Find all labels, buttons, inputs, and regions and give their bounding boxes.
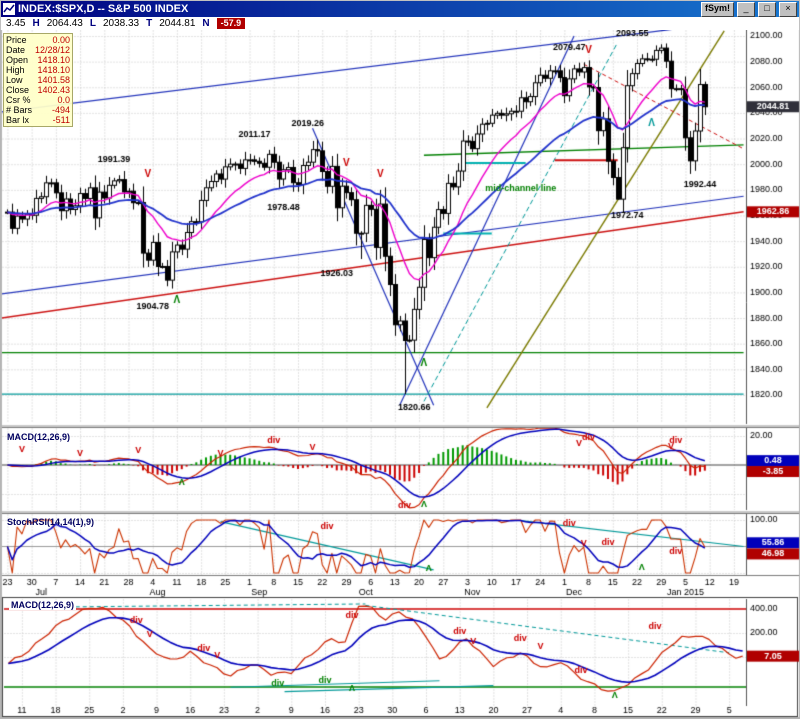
cursor-row: Bar lx -511 [6, 115, 70, 125]
stochrsi-panel-label: StochRSI(14,14(1),9) [7, 517, 95, 527]
trade-value: 2044.81 [159, 18, 196, 29]
cursor-row: Close 1402.43 [6, 85, 70, 95]
cursor-row: Open 1418.10 [6, 55, 70, 65]
app-icon [3, 3, 15, 15]
cursor-data-panel: Price 0.00 Date 12/28/12 Open 1418.10 High 1… [3, 33, 73, 127]
bottom-macd-panel-label: MACD(12,26,9) [9, 600, 77, 610]
high-value: 2064.43 [46, 18, 83, 29]
title-bar[interactable]: INDEX:$SPX,D -- S&P 500 INDEX fSym! _ □ … [1, 1, 799, 17]
trade-label: T [146, 18, 153, 29]
high-label: H [32, 18, 40, 29]
cursor-row: Csr % 0.0 [6, 95, 70, 105]
price-chart-canvas[interactable] [0, 30, 800, 719]
cursor-row: Date 12/28/12 [6, 45, 70, 55]
low-value: 2038.33 [102, 18, 140, 29]
net-change-badge: -57.9 [216, 18, 246, 29]
net-label: N [202, 18, 210, 29]
maximize-button[interactable]: □ [758, 1, 776, 17]
cursor-row: # Bars -494 [6, 105, 70, 115]
cursor-row: Low 1401.58 [6, 75, 70, 85]
quote-value: 3.45 [6, 18, 26, 29]
quote-bar: 3.45 H 2064.43 L 2038.33 T 2044.81 N -57… [1, 17, 799, 30]
close-button[interactable]: × [779, 1, 797, 17]
fsym-button[interactable]: fSym! [700, 1, 734, 17]
cursor-row: High 1418.10 [6, 65, 70, 75]
window-title: INDEX:$SPX,D -- S&P 500 INDEX [18, 3, 189, 15]
macd-panel-label: MACD(12,26,9) [7, 432, 71, 442]
minimize-button[interactable]: _ [737, 1, 755, 17]
low-label: L [89, 18, 96, 29]
cursor-row: Price 0.00 [6, 35, 70, 45]
